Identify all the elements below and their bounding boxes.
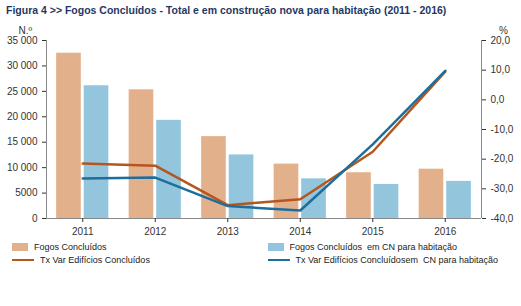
svg-text:10,0: 10,0 — [491, 64, 511, 75]
svg-text:2013: 2013 — [217, 226, 240, 237]
html-text:Fogos Concluídos em CN para ha: Fogos Concluídos em CN para habitação — [289, 242, 458, 252]
svg-text:20,0: 20,0 — [491, 35, 511, 46]
svg-text:0: 0 — [32, 213, 38, 224]
svg-text:-20,0: -20,0 — [491, 153, 514, 164]
svg-text:-10,0: -10,0 — [491, 124, 514, 135]
svg-text:-30,0: -30,0 — [491, 183, 514, 194]
html-text:Tx Var Edifícios Concluídosem: Tx Var Edifícios Concluídosem CN para ha… — [295, 255, 498, 265]
svg-text:0,0: 0,0 — [491, 94, 505, 105]
svg-text:2012: 2012 — [144, 226, 167, 237]
html-text:Figura 4 >> Fogos Concluídos -: Figura 4 >> Fogos Concluídos - Total e e… — [6, 4, 447, 16]
svg-text:25 000: 25 000 — [7, 86, 38, 97]
svg-text:2011: 2011 — [72, 226, 94, 237]
svg-text:2014: 2014 — [289, 226, 312, 237]
svg-text:-40,0: -40,0 — [491, 213, 514, 224]
html-text:Tx Var Edifícios Concluídos: Tx Var Edifícios Concluídos — [40, 255, 150, 265]
svg-text:2015: 2015 — [362, 226, 385, 237]
svg-text:%: % — [499, 25, 508, 36]
svg-text:20 000: 20 000 — [7, 111, 38, 122]
svg-text:2016: 2016 — [434, 226, 457, 237]
svg-text:N.º: N.º — [19, 25, 33, 36]
svg-text:35 000: 35 000 — [7, 35, 38, 46]
svg-text:30 000: 30 000 — [7, 60, 38, 71]
html-text:Fogos Concluídos: Fogos Concluídos — [34, 242, 107, 252]
svg-text:10 000: 10 000 — [7, 162, 38, 173]
svg-text:15 000: 15 000 — [7, 136, 38, 147]
svg-text:5000: 5000 — [15, 187, 38, 198]
